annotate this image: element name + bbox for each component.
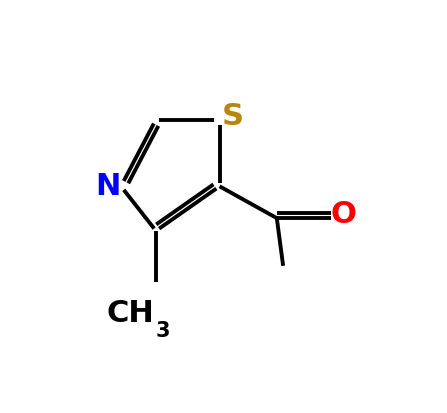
- Text: 3: 3: [156, 321, 170, 342]
- Text: S: S: [221, 102, 243, 131]
- Text: CH: CH: [106, 299, 154, 328]
- Text: N: N: [96, 172, 121, 201]
- Text: O: O: [331, 200, 357, 230]
